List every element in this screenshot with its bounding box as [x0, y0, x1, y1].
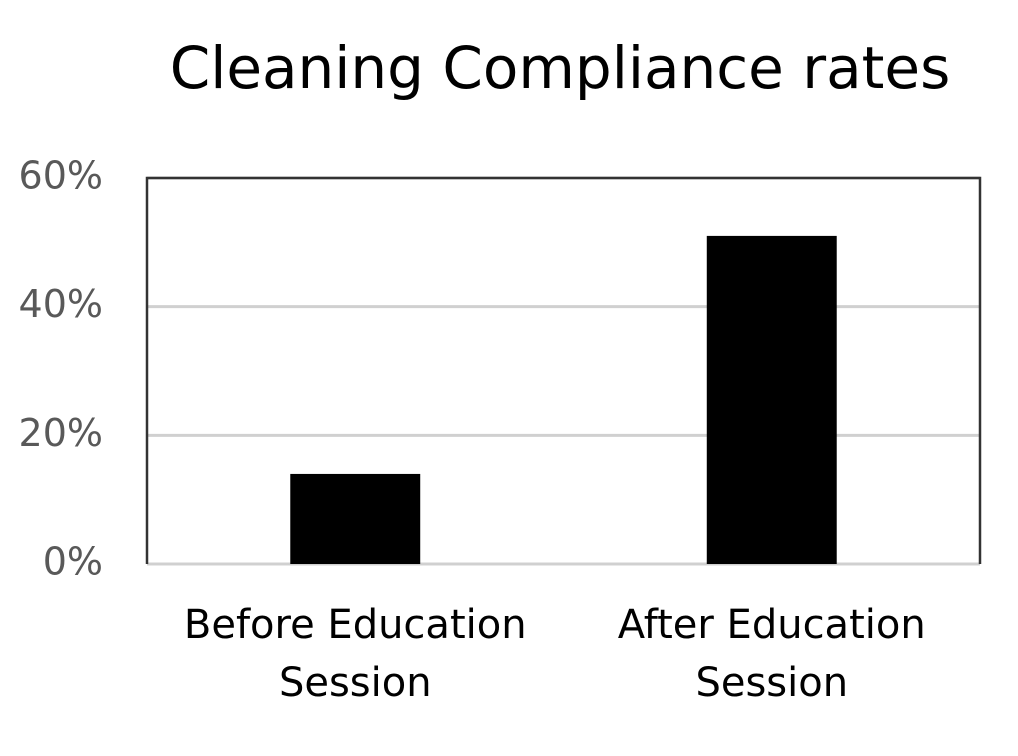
y-tick-label: 60% — [19, 154, 103, 198]
y-tick-label: 0% — [43, 540, 103, 584]
plot-frame — [145, 176, 982, 564]
x-tick-label: Before Education Session — [183, 602, 527, 706]
chart-title: Cleaning Compliance rates — [170, 34, 951, 102]
bar — [706, 235, 837, 564]
y-tick-label: 20% — [19, 411, 103, 455]
bar — [290, 473, 421, 564]
x-tick-label: After Education Session — [617, 602, 926, 706]
y-tick-label: 40% — [19, 282, 103, 326]
